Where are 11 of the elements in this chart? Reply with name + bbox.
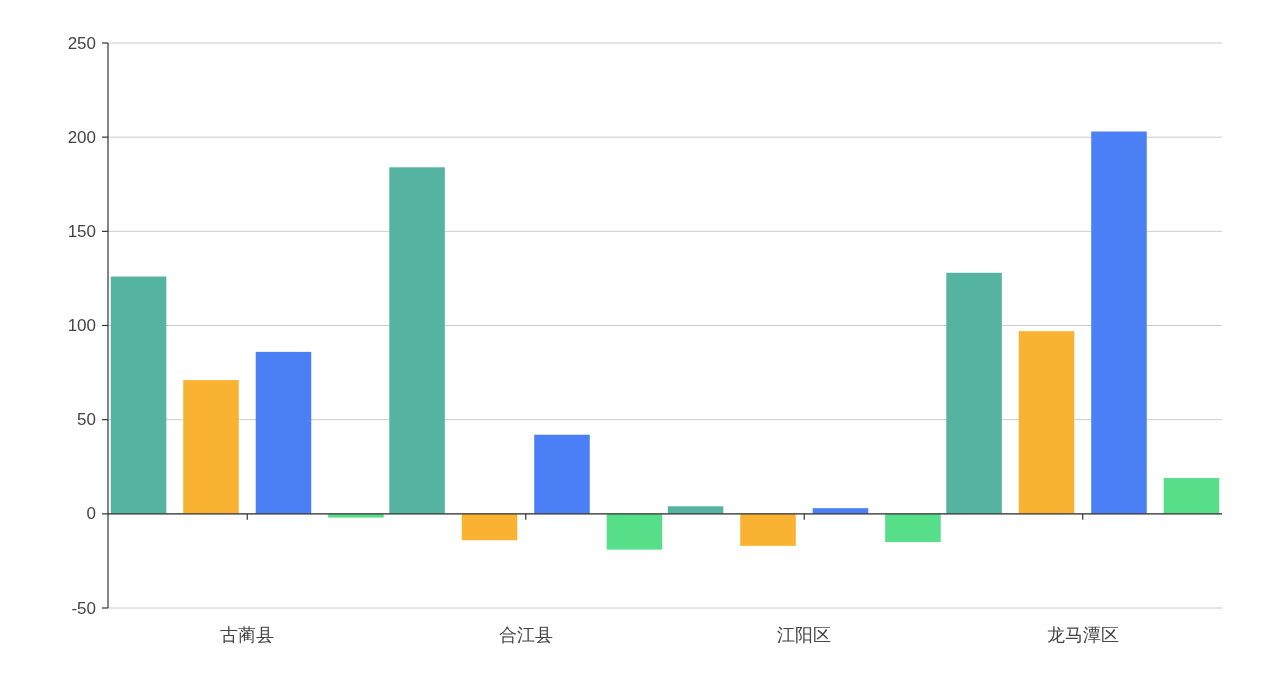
y-tick-label: 200 [67,127,96,147]
y-tick-label: 100 [67,316,96,335]
x-tick-label: 古蔺县 [220,625,275,645]
y-tick-label: 50 [77,410,96,430]
x-tick-label: 龙马潭区 [1046,625,1119,645]
y-tick-label: 250 [67,33,96,53]
x-tick-label: 合江县 [498,625,553,645]
y-tick-label: 0 [86,504,96,524]
y-tick-label: 150 [67,221,96,241]
x-tick-label: 江阳区 [777,625,832,645]
y-tick-label: -50 [71,598,96,618]
